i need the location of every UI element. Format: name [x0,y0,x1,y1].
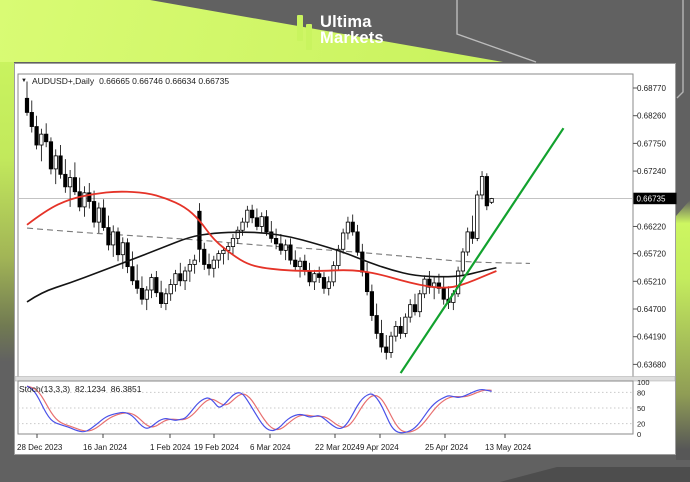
stoch-axis-label: 50 [637,404,645,413]
price-axis-label: 0.67750 [637,139,666,148]
price-axis-label: 0.65210 [637,277,666,286]
brand-name-line1: Ultima [320,13,372,31]
date-axis-label: 19 Feb 2024 [194,443,239,452]
stoch-indicator-header: Stoch(13,3,3) 82.1234 86.3851 [19,384,142,394]
current-price-badge-label: 0.66735 [637,195,666,204]
symbol-header: ▼ AUDUSD+,Daily 0.66665 0.66746 0.66634 … [21,76,229,86]
price-axis-label: 0.66220 [637,222,666,231]
current-price-badge [633,192,677,205]
date-axis-label: 1 Feb 2024 [150,443,191,452]
date-axis-label: 25 Apr 2024 [425,443,469,452]
price-axis-label: 0.63680 [637,360,666,369]
red-ma-line [26,190,497,289]
green-trendline [399,127,565,374]
brand-logo: Ultima Markets [320,13,384,47]
symbol-timeframe-label[interactable]: AUDUSD+,Daily [31,76,95,86]
date-axis-label: 9 Apr 2024 [360,443,399,452]
stoch-axis-label: 80 [637,388,645,397]
dark-bottom-wedge [500,467,690,482]
logo-bar-icon [306,24,312,50]
stoch-k-value: 82.1234 [75,384,106,394]
stoch-d-line [26,385,492,433]
brand-name-line2: Markets [320,29,384,47]
stoch-d-value: 86.3851 [110,384,142,394]
price-axis-label: 0.64190 [637,333,666,342]
date-axis-label: 13 May 2024 [485,443,532,452]
stoch-indicator-label[interactable]: Stoch(13,3,3) [19,384,71,394]
logo-bar-icon [297,15,303,41]
main-plot-frame [17,73,634,378]
stoch-axis-label: 20 [637,420,645,429]
panel-splitter [14,376,676,382]
price-axis-label: 0.68260 [637,112,666,121]
ohlc-values-label: 0.66665 0.66746 0.66634 0.66735 [99,76,230,86]
date-axis-label: 16 Jan 2024 [83,443,128,452]
lime-left-strip [0,62,14,362]
candles-layer [24,81,494,360]
price-axis-label: 0.65720 [637,250,666,259]
lime-right-strip [676,200,690,460]
date-axis-label: 6 Mar 2024 [250,443,291,452]
date-axis-label: 22 Mar 2024 [315,443,360,452]
date-axis-label: 28 Dec 2023 [17,443,63,452]
stoch-axis-label: 0 [637,430,641,439]
stoch-k-line [26,385,492,434]
black-ma-line [26,231,497,303]
price-axis-label: 0.64700 [637,305,666,314]
price-axis-label: 0.67240 [637,167,666,176]
chevron-down-icon[interactable]: ▼ [21,78,27,84]
price-axis-label: 0.68770 [637,84,666,93]
stoch-axis-label: 100 [637,378,650,387]
